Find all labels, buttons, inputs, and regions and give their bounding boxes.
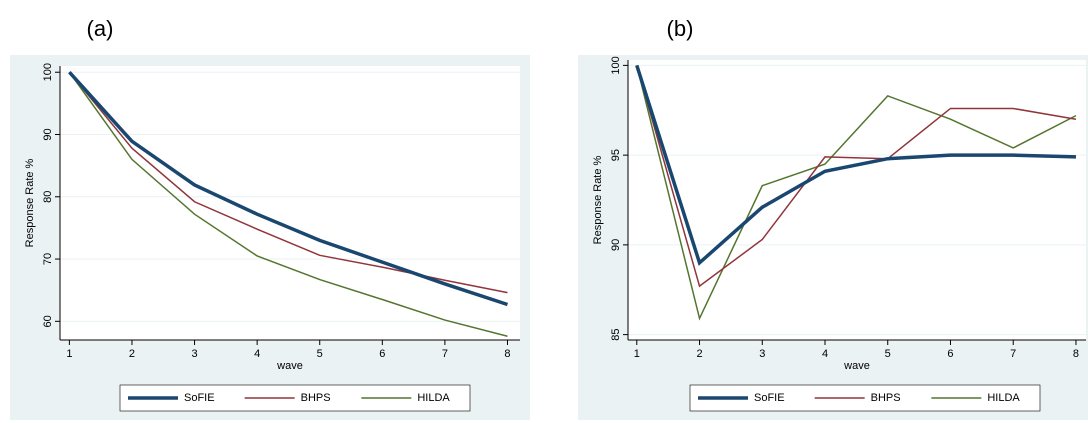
y-tick-label: 90 <box>42 128 54 140</box>
x-tick-label: 6 <box>947 348 953 360</box>
x-tick-label: 5 <box>317 348 323 360</box>
legend-label: SoFIE <box>184 392 215 404</box>
legend-box <box>119 384 471 412</box>
x-tick-label: 5 <box>885 348 891 360</box>
legend-label: HILDA <box>417 392 450 404</box>
legend-label: BHPS <box>301 392 331 404</box>
legend-label: HILDA <box>987 392 1020 404</box>
x-tick-label: 1 <box>634 348 640 360</box>
series-line <box>68 71 508 337</box>
x-tick-label: 8 <box>504 348 510 360</box>
x-tick-label: 4 <box>822 348 828 360</box>
x-tick-label: 1 <box>66 348 72 360</box>
x-tick-label: 7 <box>1010 348 1016 360</box>
x-tick-label: 2 <box>129 348 135 360</box>
x-axis-title: wave <box>843 360 870 372</box>
x-tick-label: 3 <box>759 348 765 360</box>
plot-area <box>628 60 1086 340</box>
y-tick-label: 90 <box>610 239 622 251</box>
legend-label: BHPS <box>871 392 901 404</box>
legend-label: SoFIE <box>754 392 785 404</box>
series-line <box>636 65 1077 288</box>
x-tick-label: 8 <box>1073 348 1079 360</box>
y-tick-label: 60 <box>42 315 54 327</box>
y-axis-title: Response Rate % <box>592 155 604 244</box>
legend-box <box>689 384 1041 412</box>
y-tick-label: 100 <box>42 63 54 81</box>
x-tick-label: 7 <box>442 348 448 360</box>
plot-area <box>60 66 520 340</box>
y-axis-title: Response Rate % <box>24 158 36 247</box>
panel-label: (a) <box>87 16 114 41</box>
y-tick-label: 70 <box>42 253 54 265</box>
y-tick-label: 85 <box>610 328 622 340</box>
x-tick-label: 2 <box>696 348 702 360</box>
x-axis-title: wave <box>276 360 303 372</box>
series-line <box>68 71 509 307</box>
series-line <box>636 65 1077 321</box>
x-tick-label: 6 <box>379 348 385 360</box>
series-line <box>635 64 1077 266</box>
x-tick-label: 4 <box>254 348 260 360</box>
x-tick-label: 3 <box>191 348 197 360</box>
panel-label: (b) <box>667 16 694 41</box>
y-tick-label: 100 <box>610 56 622 74</box>
series-line <box>68 71 508 294</box>
y-tick-label: 80 <box>42 191 54 203</box>
y-tick-label: 95 <box>610 149 622 161</box>
